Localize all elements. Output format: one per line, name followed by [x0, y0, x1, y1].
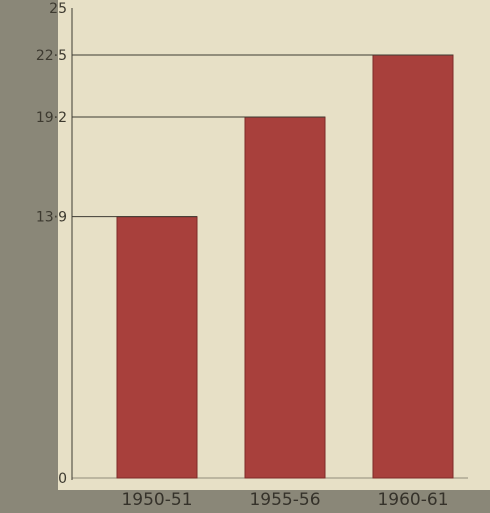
category-label: 1960-61: [377, 490, 448, 510]
category-label: 1950-51: [121, 490, 192, 510]
bar-value-label: 22·5: [36, 48, 67, 64]
y-tick-label: 0: [58, 471, 67, 487]
bar-1950-51: [116, 216, 198, 479]
bar-value-label: 13·9: [36, 210, 67, 226]
category-label: 1955-56: [249, 490, 320, 510]
bar-1960-61: [372, 54, 454, 479]
labels: 13·9 1950-51 19·2 1955-56 22·5 1960-61: [36, 48, 449, 510]
bar-1955-56: [244, 116, 326, 479]
y-tick-label: 25: [49, 1, 67, 17]
bars: [72, 54, 454, 479]
bar-value-label: 19·2: [36, 110, 67, 126]
